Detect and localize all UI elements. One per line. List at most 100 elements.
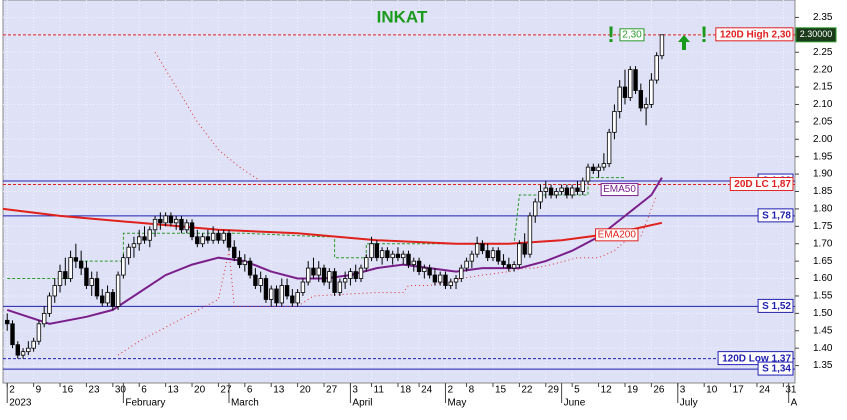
x-tick-label: 24 (421, 385, 433, 396)
signal-icon: ! (607, 22, 614, 47)
x-tick-label: 3 (680, 385, 686, 396)
y-tick-label: 2.10 (813, 99, 833, 110)
y-tick-label: 2.35 (813, 12, 833, 23)
candle-body (94, 278, 100, 297)
y-tick-label: 1.70 (813, 238, 833, 249)
y-tick-label: 1.40 (813, 343, 833, 354)
x-tick-label: 9 (36, 385, 42, 396)
candle-body (406, 253, 411, 266)
candle-body (68, 257, 73, 279)
x-tick-label: 2 (9, 385, 15, 396)
candle-body (269, 288, 274, 300)
y-tick-label: 2.05 (813, 117, 833, 128)
y-tick-label: 2.20 (813, 64, 833, 75)
y-tick-label: 1.55 (813, 291, 833, 302)
candle-body (84, 267, 89, 286)
candle-body (41, 312, 47, 325)
candle-body (643, 104, 649, 109)
annotation-box (619, 28, 645, 42)
candle-body (474, 243, 480, 255)
candle-body (78, 260, 84, 269)
month-label: A (791, 398, 798, 409)
series-label-box (600, 183, 639, 197)
candle-body (548, 187, 554, 196)
candle-body (158, 218, 163, 224)
candle-body (189, 222, 195, 238)
candle-body (348, 271, 353, 279)
candle-body (422, 267, 427, 272)
candle-body (390, 253, 395, 259)
x-tick-label: 26 (653, 385, 665, 396)
x-tick-label: 2 (447, 385, 453, 396)
candle-body (279, 285, 284, 304)
candle-body (358, 267, 364, 279)
y-tick-label: 1.45 (813, 325, 833, 336)
candle-body (73, 257, 79, 262)
candle-body (342, 278, 348, 283)
candle-body (284, 285, 290, 297)
last-price: 2.30000 (800, 29, 833, 39)
candle-body (115, 274, 121, 307)
x-tick-label: 27 (220, 385, 232, 396)
candle-body (163, 215, 168, 224)
series-label: EMA50 (603, 184, 636, 195)
candle-body (305, 267, 311, 283)
candle-body (496, 250, 501, 262)
candle-body (622, 86, 628, 98)
candle-body (179, 218, 184, 231)
candle-body (416, 260, 422, 272)
candle-body (617, 86, 622, 112)
candle-body (511, 264, 517, 269)
candle-body (379, 250, 385, 259)
candle-body (527, 215, 533, 255)
candle-body (316, 267, 321, 276)
x-tick-label: 17 (733, 385, 745, 396)
candle-body (263, 278, 269, 300)
month-label: April (352, 398, 372, 409)
candle-body (353, 271, 358, 279)
candle-body (601, 163, 607, 168)
candle-body (147, 229, 152, 241)
x-tick-label: 22 (521, 385, 533, 396)
x-tick-label: 27 (326, 385, 338, 396)
candle-body (226, 232, 232, 248)
candle-body (522, 243, 527, 255)
candle-body (5, 319, 10, 325)
month-label: 2023 (9, 398, 32, 409)
candle-body (533, 201, 538, 217)
candle-body (453, 278, 459, 283)
candle-body (173, 218, 179, 224)
candle-body (395, 253, 401, 259)
candle-body (591, 166, 596, 172)
candle-body (52, 285, 57, 297)
candle-body (205, 236, 211, 241)
candle-body (554, 191, 559, 196)
candle-body (538, 191, 543, 203)
y-tick-label: 1.65 (813, 256, 833, 267)
candle-body (459, 267, 464, 279)
level-label-box (717, 351, 794, 366)
candle-body (63, 271, 68, 279)
candle-body (543, 187, 548, 192)
candle-body (36, 323, 42, 342)
candle-body (659, 34, 665, 57)
x-tick-label: 12 (601, 385, 613, 396)
candle-body (327, 271, 332, 283)
candle-body (10, 323, 15, 346)
candle-body (448, 281, 453, 286)
y-tick-label: 1.75 (813, 221, 833, 232)
candle-body (480, 243, 485, 252)
candle-body (105, 292, 110, 304)
candle-body (337, 281, 343, 293)
x-tick-label: 15 (495, 385, 507, 396)
level-label-box (757, 361, 794, 376)
candle-body (633, 69, 638, 91)
annotation: 2,30 (622, 29, 642, 40)
candle-body (47, 295, 52, 314)
candle-body (654, 55, 659, 81)
candle-body (564, 187, 570, 196)
x-tick-label: 18 (400, 385, 412, 396)
month-label: June (564, 398, 586, 409)
x-tick-label: 30 (115, 385, 127, 396)
